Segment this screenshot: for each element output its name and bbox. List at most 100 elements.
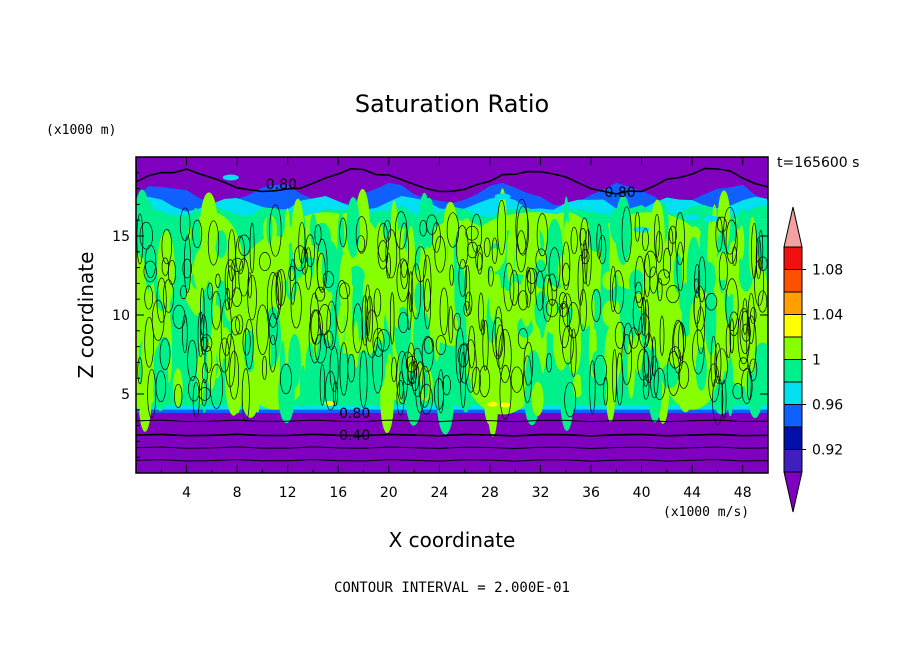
contour-loop xyxy=(356,235,366,253)
colorbar-underflow-triangle xyxy=(783,471,803,513)
contour-loop xyxy=(352,303,363,354)
x-tick-label: 40 xyxy=(633,485,651,501)
fine-structure xyxy=(313,222,331,254)
contour-loop xyxy=(316,238,328,293)
contour-line-lower xyxy=(136,459,768,462)
contour-loop xyxy=(415,361,426,414)
fine-structure xyxy=(423,197,435,249)
contour-loop xyxy=(453,312,462,331)
contour-loop xyxy=(325,370,337,411)
fine-structure xyxy=(705,283,717,356)
contour-label: 0.80 xyxy=(605,185,636,201)
contour-loop xyxy=(598,235,607,265)
fine-structure xyxy=(644,262,661,287)
y-axis: 5 10 15 xyxy=(112,172,768,458)
colorbar-label: 0.92 xyxy=(812,443,843,459)
contour-loop xyxy=(301,247,309,275)
fine-structure xyxy=(628,269,645,295)
fine-structure xyxy=(157,230,175,307)
contour-loop xyxy=(400,259,409,290)
fine-structure xyxy=(173,273,184,300)
contour-loop xyxy=(510,366,524,393)
contour-loop xyxy=(136,213,144,265)
contour-loop xyxy=(155,370,167,403)
x-tick-label: 32 xyxy=(532,485,550,501)
contour-loop xyxy=(614,321,626,349)
contour-loop xyxy=(463,301,471,317)
contour-loop xyxy=(716,216,727,233)
chart-title: Saturation Ratio xyxy=(355,90,549,118)
fine-structure xyxy=(202,280,213,342)
contour-loop xyxy=(657,278,663,302)
contour-loop xyxy=(407,342,416,386)
contour-loop xyxy=(386,252,391,279)
contour-loop xyxy=(712,375,724,425)
contour-loop xyxy=(361,295,369,346)
contour-loop xyxy=(468,325,476,369)
fine-structure xyxy=(633,330,643,373)
contour-loop xyxy=(705,293,718,311)
contour-loop xyxy=(275,269,283,310)
contour-loop xyxy=(200,287,205,336)
contour-loop xyxy=(235,235,246,275)
contour-loop xyxy=(201,379,208,407)
contour-loop xyxy=(742,298,748,335)
contour-loop xyxy=(455,225,469,270)
contour-loop xyxy=(238,258,250,297)
colorbar-label: 1.04 xyxy=(812,308,843,324)
contour-loop xyxy=(322,270,335,289)
contour-loop xyxy=(470,213,483,254)
contour-loop xyxy=(584,229,592,287)
contour-loop xyxy=(669,346,682,369)
contour-loop xyxy=(694,278,699,294)
contour-loop xyxy=(262,355,267,380)
contour-loop xyxy=(475,244,483,271)
colorbar-bin xyxy=(783,314,803,338)
contour-loop xyxy=(201,336,209,351)
colorbar-bin xyxy=(783,404,803,428)
moist-patch xyxy=(222,174,239,181)
contour-loop xyxy=(644,250,657,278)
contour-loop xyxy=(718,251,728,291)
colorbar: 0.92 0.96 1 1.04 1.08 xyxy=(783,206,843,513)
contour-loop xyxy=(698,256,706,303)
contour-loop xyxy=(482,319,489,371)
contour-loop xyxy=(396,258,410,303)
contour-loop xyxy=(376,329,391,352)
contour-loop xyxy=(564,381,577,418)
peak-spot xyxy=(487,401,498,407)
contour-loop xyxy=(389,292,395,345)
colorbar-label: 0.96 xyxy=(812,398,843,414)
contour-loop xyxy=(204,346,213,373)
x-tick-label: 24 xyxy=(430,485,448,501)
contour-loop xyxy=(738,357,749,371)
fine-structure xyxy=(193,249,209,292)
contour-loop xyxy=(562,262,571,286)
contour-loop xyxy=(449,264,454,286)
contour-loop xyxy=(708,363,720,403)
contour-loop xyxy=(172,304,186,329)
contour-line-080-upper xyxy=(136,166,768,195)
contour-loop xyxy=(612,270,625,314)
contour-loop xyxy=(675,212,685,266)
fine-structure xyxy=(673,253,683,293)
contour-loop xyxy=(546,353,553,373)
contour-loop xyxy=(244,318,254,370)
contour-loop xyxy=(503,262,515,312)
contour-loop xyxy=(419,219,428,237)
contour-loop xyxy=(247,272,253,299)
contour-loop xyxy=(666,285,680,304)
colorbar-overflow-triangle xyxy=(783,206,803,248)
contour-loop xyxy=(471,366,481,395)
y-tick-label: 5 xyxy=(121,387,130,403)
fine-structure xyxy=(602,271,617,291)
contour-interval-note: CONTOUR INTERVAL = 2.000E-01 xyxy=(334,580,570,596)
contour-loop xyxy=(714,343,722,384)
contour-loop xyxy=(396,350,409,405)
contour-loop xyxy=(642,374,650,400)
contour-loop xyxy=(435,335,447,355)
contour-loop xyxy=(757,290,768,313)
contour-loop xyxy=(739,310,751,354)
contour-loop xyxy=(548,247,561,292)
x-tick-label: 8 xyxy=(233,485,242,501)
